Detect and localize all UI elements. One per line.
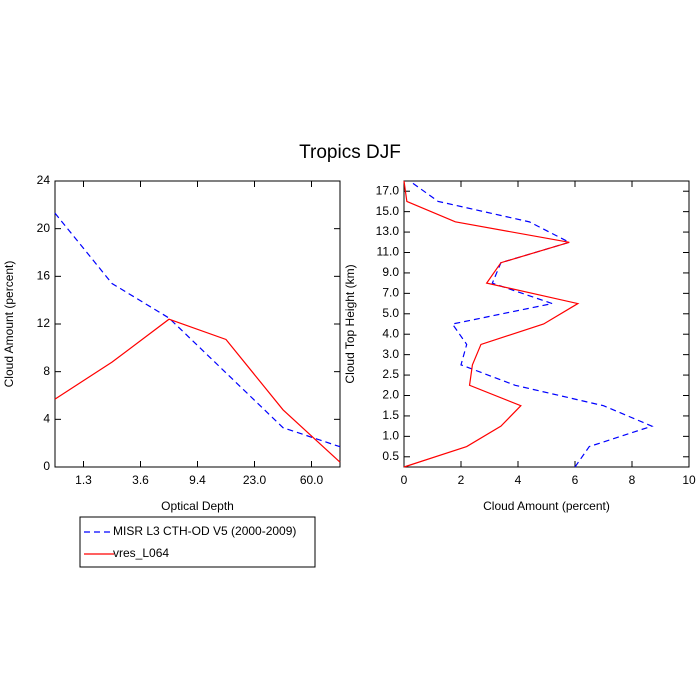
plot-frame — [54, 180, 341, 468]
y-tick-label: 24 — [37, 173, 51, 187]
x-axis-label: Cloud Amount (percent) — [483, 499, 610, 513]
y-tick-label: 1.5 — [382, 408, 399, 422]
x-tick-label: 23.0 — [243, 473, 267, 487]
y-tick-label: 16 — [37, 269, 51, 283]
x-axis-label: Optical Depth — [161, 499, 234, 513]
y-tick-label: 4 — [43, 412, 50, 426]
y-tick-label: 7.0 — [382, 286, 399, 300]
legend-box — [79, 516, 316, 568]
y-tick-label: 2.5 — [382, 367, 399, 381]
y-tick-label: 2.0 — [382, 388, 399, 402]
y-tick-label: 12 — [37, 316, 51, 330]
x-tick-label: 2 — [458, 473, 465, 487]
y-tick-label: 17.0 — [376, 183, 400, 197]
series-line — [54, 318, 341, 463]
x-tick-label: 1.3 — [75, 473, 92, 487]
legend-label: vres_L064 — [113, 546, 169, 560]
series-line — [403, 180, 580, 468]
x-tick-label: 6 — [572, 473, 579, 487]
legend-label: MISR L3 CTH-OD V5 (2000-2009) — [113, 524, 296, 538]
y-axis-label: Cloud Top Height (km) — [343, 264, 357, 383]
y-tick-label: 5.0 — [382, 306, 399, 320]
y-tick-label: 8 — [43, 364, 50, 378]
plot-frame — [403, 180, 690, 468]
y-tick-label: 13.0 — [376, 224, 400, 238]
y-tick-label: 1.0 — [382, 429, 399, 443]
x-tick-label: 4 — [515, 473, 522, 487]
y-tick-label: 0 — [43, 459, 50, 473]
x-tick-label: 0 — [401, 473, 408, 487]
x-tick-label: 9.4 — [189, 473, 206, 487]
y-tick-label: 3.0 — [382, 347, 399, 361]
series-line — [409, 180, 654, 468]
x-tick-label: 3.6 — [132, 473, 149, 487]
y-tick-label: 11.0 — [377, 245, 400, 259]
y-tick-label: 20 — [37, 221, 51, 235]
x-tick-label: 10 — [682, 473, 696, 487]
y-tick-label: 15.0 — [376, 204, 400, 218]
series-line — [54, 212, 341, 448]
y-axis-label: Cloud Amount (percent) — [2, 261, 16, 388]
y-tick-label: 4.0 — [382, 326, 399, 340]
y-tick-label: 9.0 — [382, 265, 399, 279]
figure-title: Tropics DJF — [299, 142, 401, 163]
x-tick-label: 8 — [629, 473, 636, 487]
x-tick-label: 60.0 — [300, 473, 324, 487]
y-tick-label: 0.5 — [382, 449, 399, 463]
